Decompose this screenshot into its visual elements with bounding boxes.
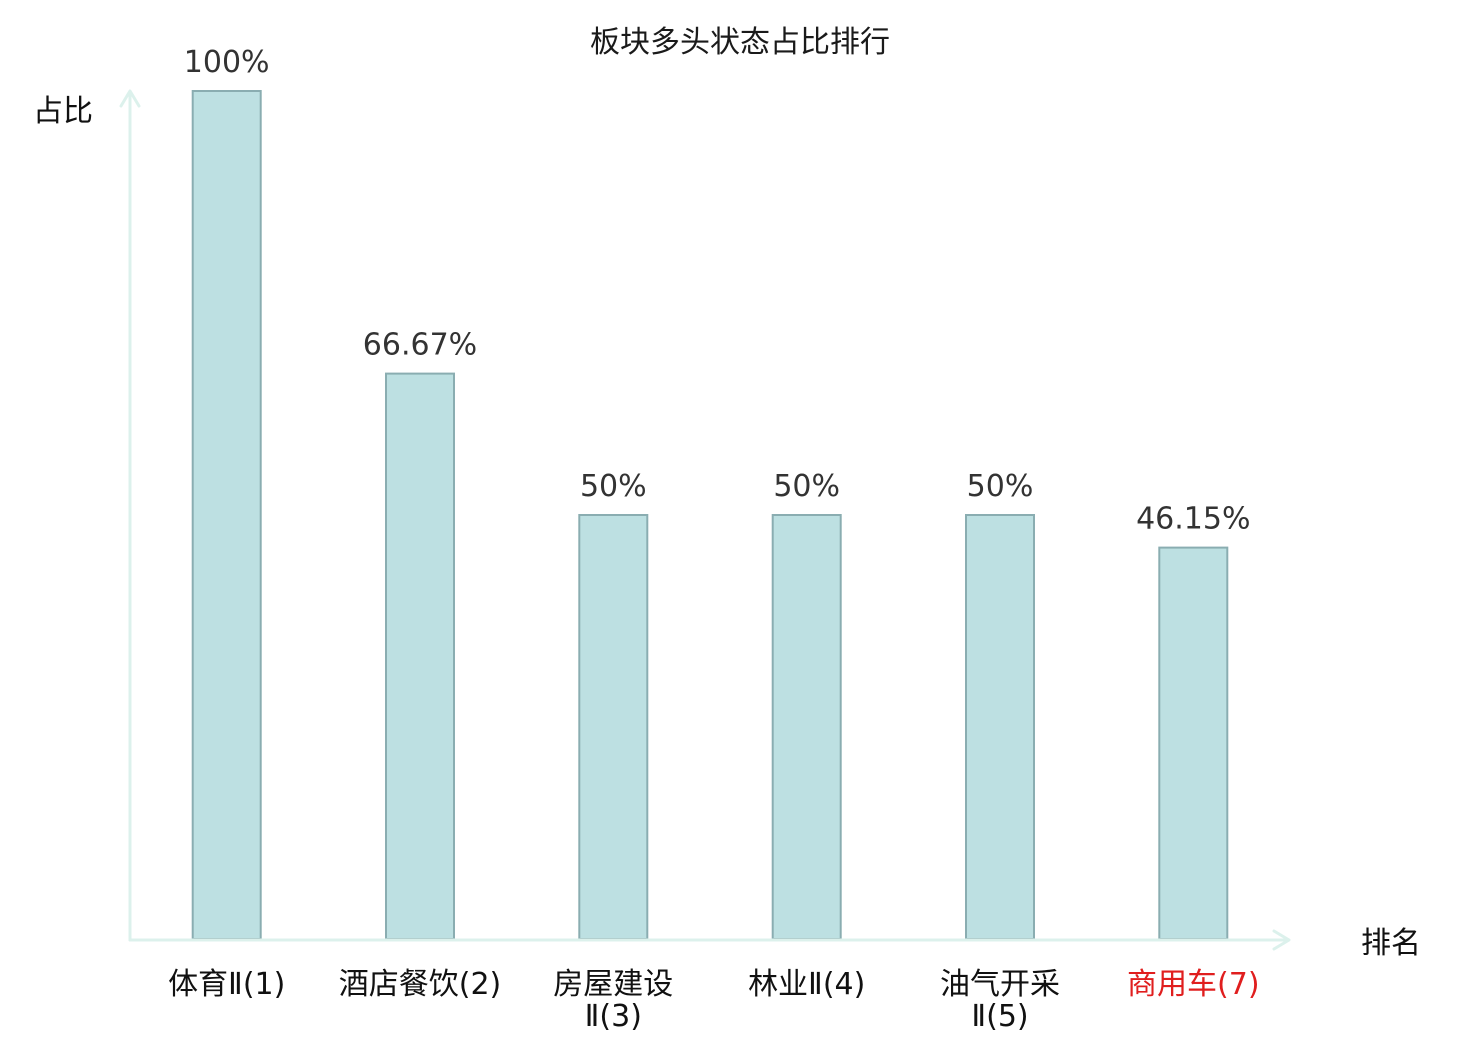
y-axis-arrow [119, 89, 141, 108]
x-axis-arrow [1272, 929, 1291, 951]
bar-value-label: 50% [967, 469, 1034, 504]
x-tick-label: 房屋建设 Ⅱ(3) [553, 967, 673, 1034]
bar [1158, 546, 1229, 940]
bar [191, 90, 262, 940]
bar-value-label: 50% [773, 469, 840, 504]
bar-value-label: 50% [580, 469, 647, 504]
value-labels: 100% 66.67% 50% 50% 50% 46.15% [184, 45, 1251, 537]
x-tick-labels: 体育Ⅱ(1) 酒店餐饮(2) 房屋建设 Ⅱ(3) 林业Ⅱ(4) 油气开采 Ⅱ(5) 商用车(7… [168, 967, 1259, 1034]
y-axis-label: 占比 [33, 94, 93, 129]
bar [385, 372, 455, 941]
x-axis-label: 排名 [1361, 926, 1421, 961]
x-tick-label: 体育Ⅱ(1) [168, 967, 285, 1002]
bar [771, 514, 842, 940]
x-tick-label: 商用车(7) [1127, 967, 1260, 1002]
bar [965, 514, 1035, 940]
bar [578, 514, 649, 940]
bar-value-label: 66.67% [363, 328, 477, 363]
chart-title: 板块多头状态占比排行 [590, 25, 890, 60]
bar-value-label: 46.15% [1136, 502, 1250, 537]
x-tick-label: 林业Ⅱ(4) [748, 967, 865, 1002]
x-tick-label: 油气开采 Ⅱ(5) [940, 967, 1060, 1034]
bars [191, 90, 1229, 941]
bar-value-label: 100% [184, 45, 270, 80]
x-tick-label: 酒店餐饮(2) [339, 967, 502, 1002]
